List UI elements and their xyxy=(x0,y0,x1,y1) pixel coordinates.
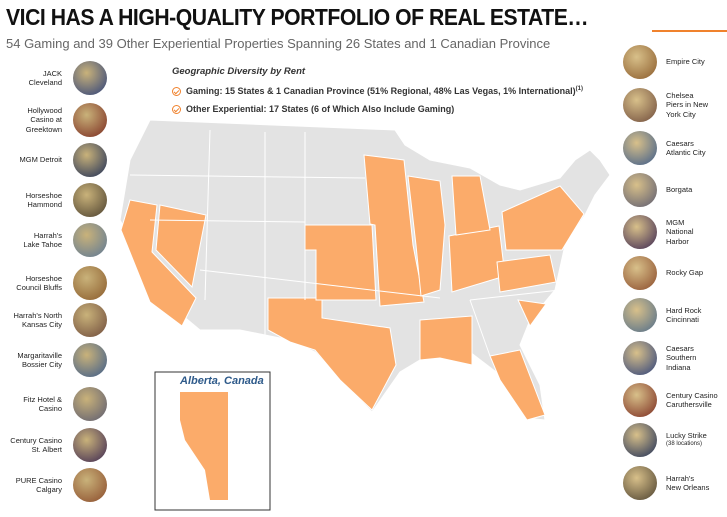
property-name: Caesars Southern Indiana xyxy=(666,343,697,372)
property-name: Lucky Strike xyxy=(666,430,707,440)
property-label: Caesars Southern Indiana xyxy=(666,344,727,373)
slide-subtitle: 54 Gaming and 39 Other Experiential Prop… xyxy=(6,36,551,51)
property-photo xyxy=(623,215,657,249)
property-label: Rocky Gap xyxy=(666,268,727,278)
property-photo xyxy=(73,303,107,337)
property-photo xyxy=(73,223,107,257)
slide-title: VICI HAS A HIGH-QUALITY PORTFOLIO OF REA… xyxy=(6,4,589,30)
property-label: Empire City xyxy=(666,57,727,67)
property-photo xyxy=(623,88,657,122)
legend-text: Other Experiential: 17 States (6 of Whic… xyxy=(186,104,455,114)
property-photo xyxy=(623,466,657,500)
property-photo xyxy=(623,341,657,375)
property-label: Borgata xyxy=(666,185,727,195)
legend-item: Gaming: 15 States & 1 Canadian Province … xyxy=(172,86,583,96)
property-label: Hollywood Casino at Greektown xyxy=(25,105,62,134)
property-name: Empire City xyxy=(666,57,705,67)
property-name: Caesars Atlantic City xyxy=(666,138,706,158)
legend-text: Gaming: 15 States & 1 Canadian Province … xyxy=(186,86,576,96)
property-photo xyxy=(623,256,657,290)
property-label: Century Casino Caruthersville xyxy=(666,391,727,410)
property-name: MGM National Harbor xyxy=(666,217,694,246)
property-name: Chelsea Piers in New York City xyxy=(666,90,709,119)
property-photo xyxy=(623,423,657,457)
property-photo xyxy=(73,266,107,300)
property-label: Margaritaville Bossier City xyxy=(17,350,62,370)
highlighted-states xyxy=(120,154,585,421)
inset-frame xyxy=(154,371,271,511)
property-photo xyxy=(73,61,107,95)
property-photo xyxy=(73,468,107,502)
property-name: Century Casino Caruthersville xyxy=(666,390,718,410)
legend-item: Other Experiential: 17 States (6 of Whic… xyxy=(172,104,454,114)
property-label: PURE Casino Calgary xyxy=(15,475,62,495)
inset-label: Alberta, Canada xyxy=(180,375,264,387)
property-label: Harrah's North Kansas City xyxy=(13,310,62,330)
property-label: MGM Detroit xyxy=(19,155,62,165)
property-label: Century Casino St. Albert xyxy=(10,435,62,455)
property-photo xyxy=(73,428,107,462)
us-map xyxy=(119,119,611,421)
property-label: Fitz Hotel & Casino xyxy=(23,394,62,414)
accent-bar xyxy=(652,30,727,32)
state-borders xyxy=(129,129,561,357)
property-label: Harrah's New Orleans xyxy=(666,474,727,493)
property-name: Borgata xyxy=(666,185,693,195)
property-name: Hard Rock Cincinnati xyxy=(666,305,702,325)
property-name: Rocky Gap xyxy=(666,268,704,278)
property-label: Harrah's Lake Tahoe xyxy=(23,230,62,250)
property-name: Harrah's New Orleans xyxy=(666,473,710,493)
property-photo xyxy=(73,387,107,421)
property-note: (38 locations) xyxy=(666,441,703,447)
property-label: Hard Rock Cincinnati xyxy=(666,306,727,325)
footnote-ref: (1) xyxy=(575,86,583,92)
property-label: Horseshoe Hammond xyxy=(25,190,62,210)
property-label: Horseshoe Council Bluffs xyxy=(16,273,62,293)
property-label: Chelsea Piers in New York City xyxy=(666,91,727,120)
alberta-shape xyxy=(180,392,228,500)
property-photo xyxy=(623,173,657,207)
property-label: MGM National Harbor xyxy=(666,218,727,247)
property-photo xyxy=(623,298,657,332)
property-photo xyxy=(73,103,107,137)
property-label: Lucky Strike (38 locations) xyxy=(666,431,727,450)
property-label: Caesars Atlantic City xyxy=(666,139,727,158)
property-photo xyxy=(623,131,657,165)
legend-heading: Geographic Diversity by Rent xyxy=(172,66,306,77)
property-photo xyxy=(623,45,657,79)
property-photo xyxy=(73,143,107,177)
property-photo xyxy=(623,383,657,417)
property-photo xyxy=(73,343,107,377)
property-label: JACK Cleveland xyxy=(28,68,62,88)
property-photo xyxy=(73,183,107,217)
